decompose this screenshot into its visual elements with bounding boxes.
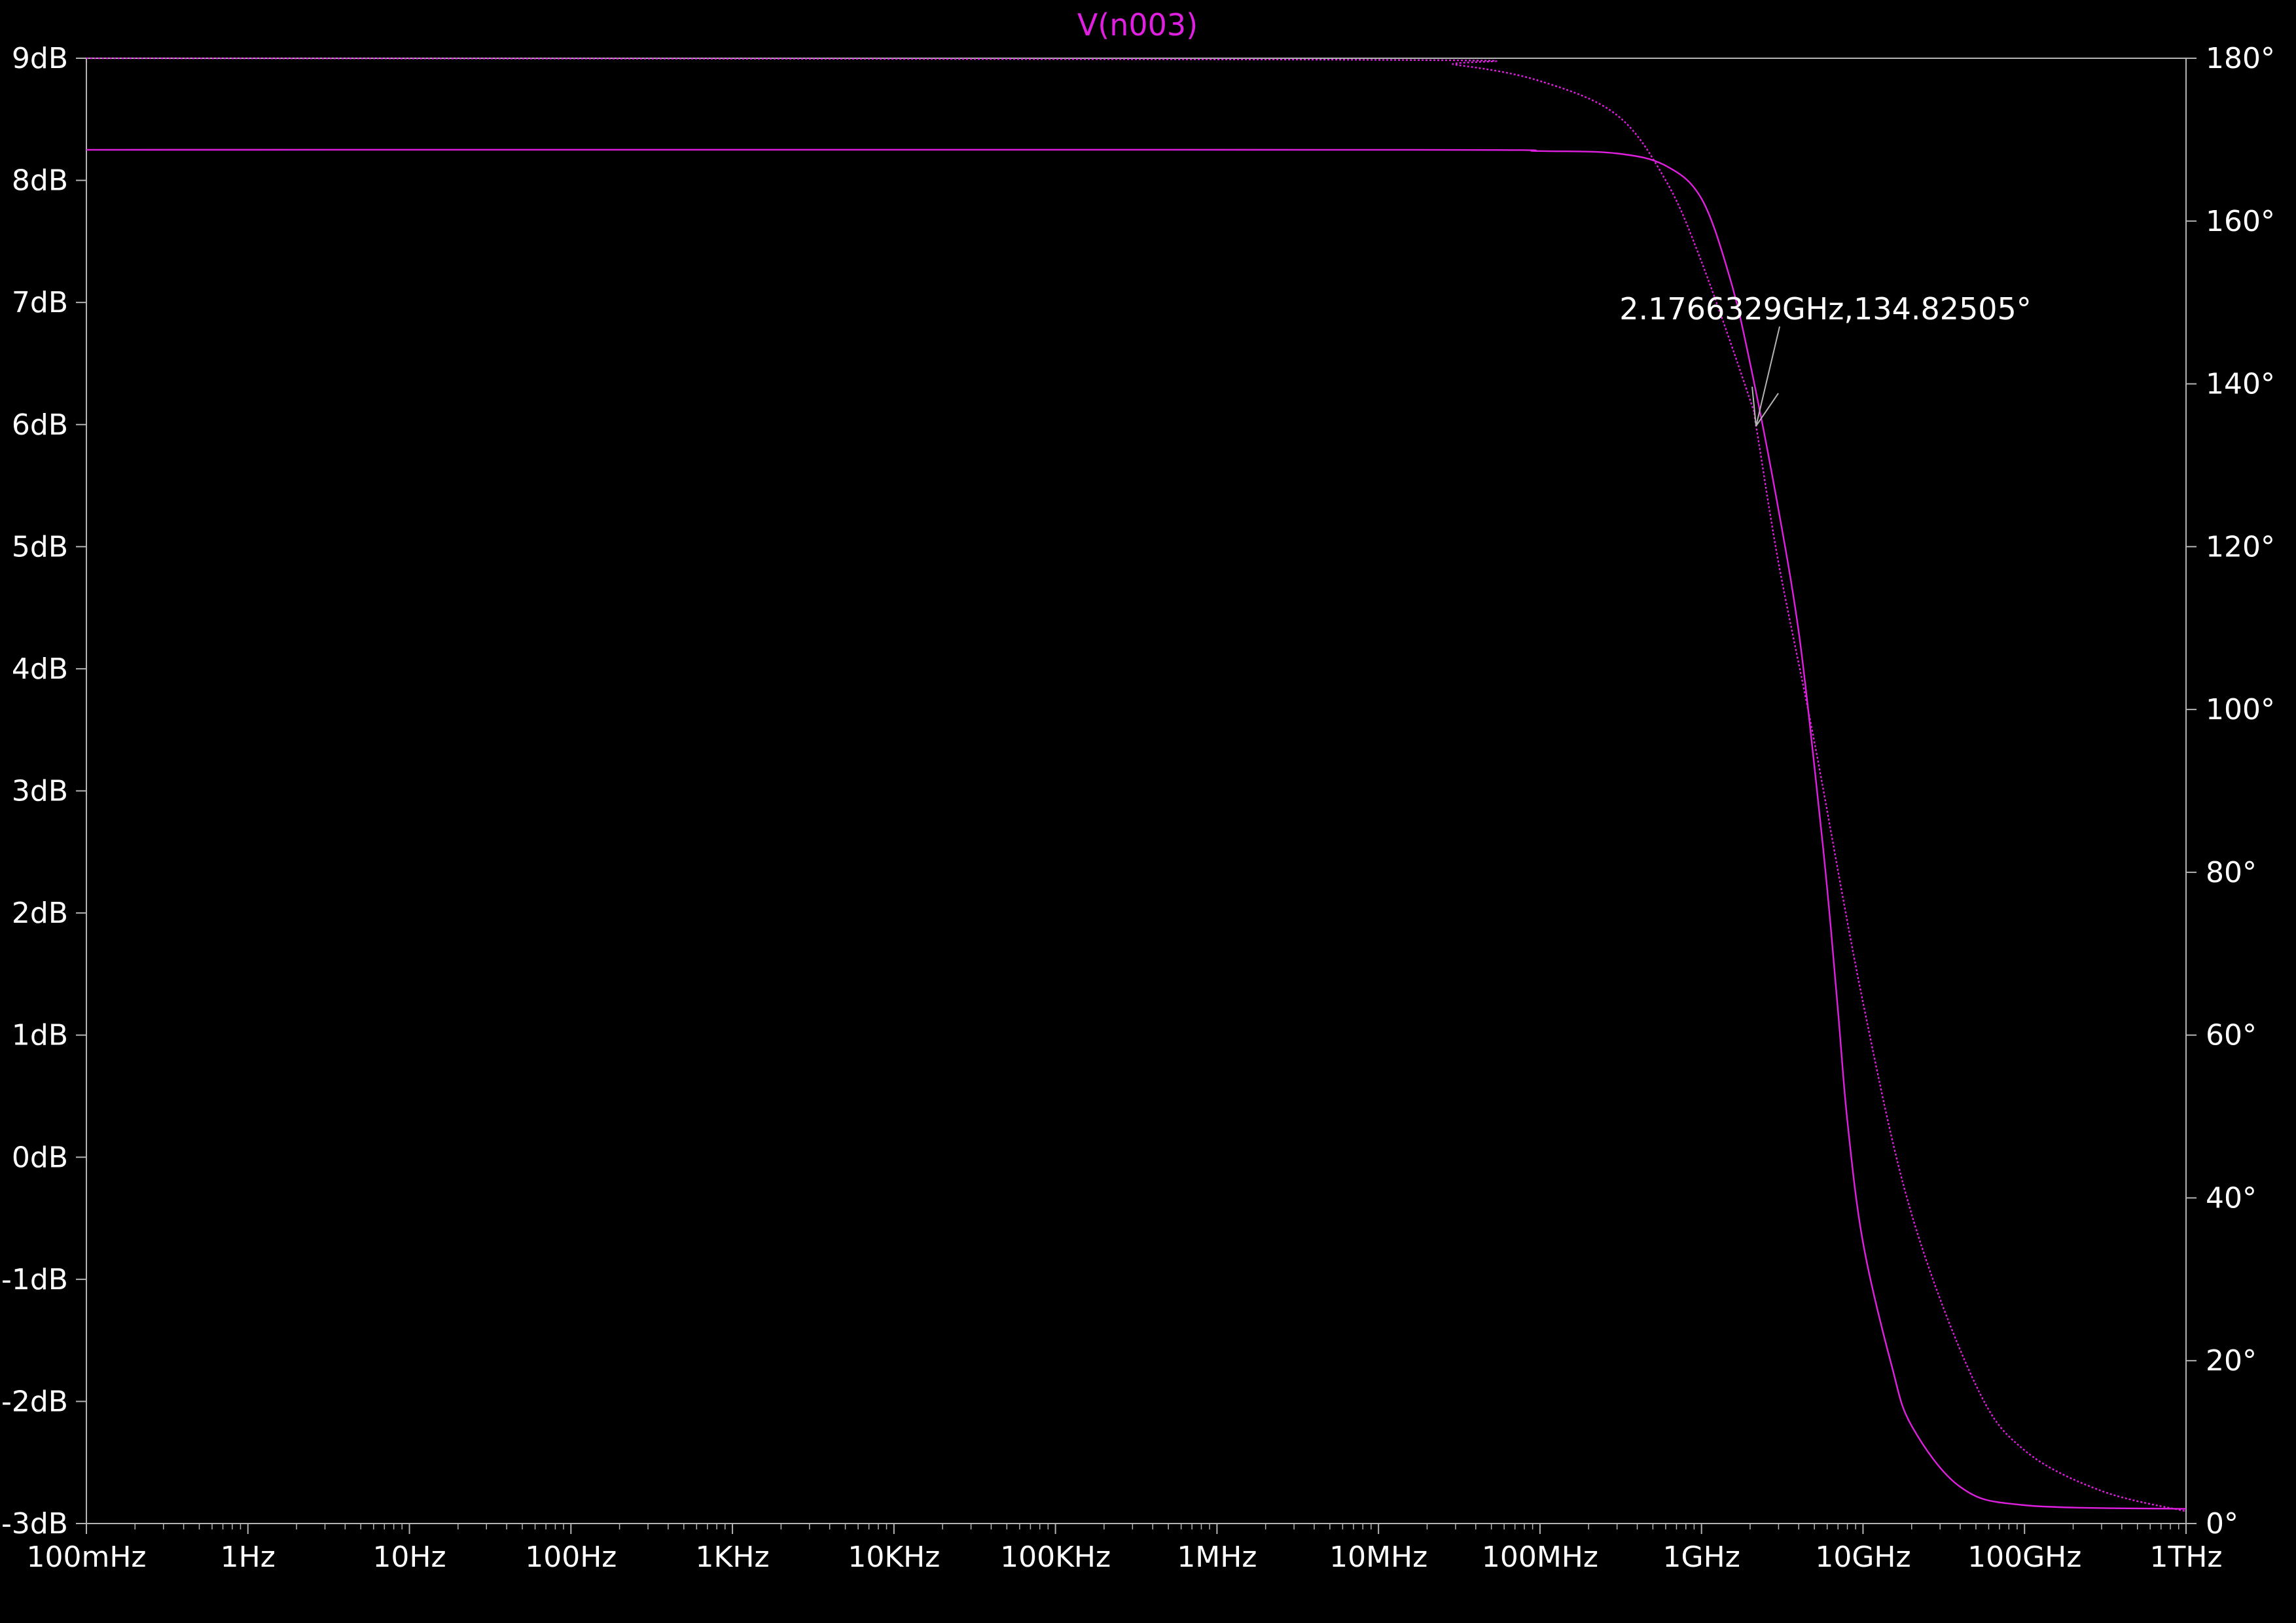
- y-left-tick-label: 2dB: [12, 897, 68, 930]
- y-right-tick-label: 100°: [2206, 693, 2275, 726]
- y-right-axis: 180° 160° 140° 120° 100° 80° 60° 40° 20° 0°: [2186, 42, 2275, 1541]
- y-left-axis: 9dB 8dB 7dB 6dB 5dB 4dB 3dB 2dB 1dB 0dB -1dB -2dB -3…: [1, 42, 86, 1541]
- cursor-readout: 2.1766329GHz,134.82505°: [1619, 291, 2032, 327]
- y-left-tick-label: 6dB: [12, 408, 68, 442]
- x-tick-label: 1KHz: [696, 1541, 770, 1574]
- y-right-tick-label: 80°: [2206, 856, 2257, 889]
- y-right-tick-label: 120°: [2206, 530, 2275, 563]
- x-tick-label: 1GHz: [1663, 1541, 1740, 1574]
- x-tick-label: 10KHz: [848, 1541, 940, 1574]
- cursor-marker[interactable]: 2.1766329GHz,134.82505°: [1619, 291, 2032, 427]
- y-left-tick-label: 5dB: [12, 530, 68, 563]
- y-left-tick-label: 0dB: [12, 1141, 68, 1174]
- x-tick-label: 100mHz: [26, 1541, 146, 1574]
- y-left-tick-label: -3dB: [1, 1507, 68, 1541]
- x-tick-label: 10MHz: [1329, 1541, 1427, 1574]
- x-tick-label: 1THz: [2149, 1541, 2222, 1574]
- y-left-tick-label: 3dB: [12, 775, 68, 808]
- y-right-tick-label: 60°: [2206, 1019, 2257, 1052]
- trace-title[interactable]: V(n003): [1077, 7, 1198, 43]
- y-right-tick-label: 140°: [2206, 368, 2275, 401]
- y-right-tick-label: 160°: [2206, 205, 2275, 238]
- y-left-tick-label: 8dB: [12, 164, 68, 198]
- y-left-tick-label: 1dB: [12, 1019, 68, 1052]
- x-tick-label: 1MHz: [1177, 1541, 1257, 1574]
- y-left-tick-label: 4dB: [12, 652, 68, 686]
- y-right-tick-label: 40°: [2206, 1181, 2257, 1215]
- magnitude-trace: [86, 149, 2187, 1510]
- x-tick-label: 1Hz: [221, 1541, 276, 1574]
- y-right-tick-label: 20°: [2206, 1344, 2257, 1378]
- cursor-arm-right: [1755, 393, 1779, 427]
- y-left-tick-label: -2dB: [1, 1385, 68, 1418]
- y-right-tick-label: 0°: [2206, 1507, 2238, 1541]
- y-left-tick-label: -1dB: [1, 1263, 68, 1296]
- y-right-tick-label: 180°: [2206, 42, 2275, 75]
- x-tick-label: 10GHz: [1815, 1541, 1910, 1574]
- y-left-tick-label: 9dB: [12, 42, 68, 75]
- traces: [86, 57, 2187, 1512]
- cursor-arm-left: [1751, 386, 1757, 427]
- x-tick-label: 100GHz: [1967, 1541, 2081, 1574]
- x-axis-ticks: 100mHz 1Hz 10Hz 100Hz 1KHz 10KHz 100KHz 1MHz 10M…: [26, 1524, 2223, 1574]
- phase-trace: [86, 57, 2187, 1512]
- x-tick-label: 100KHz: [1000, 1541, 1111, 1574]
- cursor-leader-line: [1755, 326, 1781, 427]
- x-tick-label: 10Hz: [372, 1541, 446, 1574]
- y-left-tick-label: 7dB: [12, 286, 68, 319]
- x-tick-label: 100MHz: [1482, 1541, 1598, 1574]
- x-tick-label: 100Hz: [525, 1541, 617, 1574]
